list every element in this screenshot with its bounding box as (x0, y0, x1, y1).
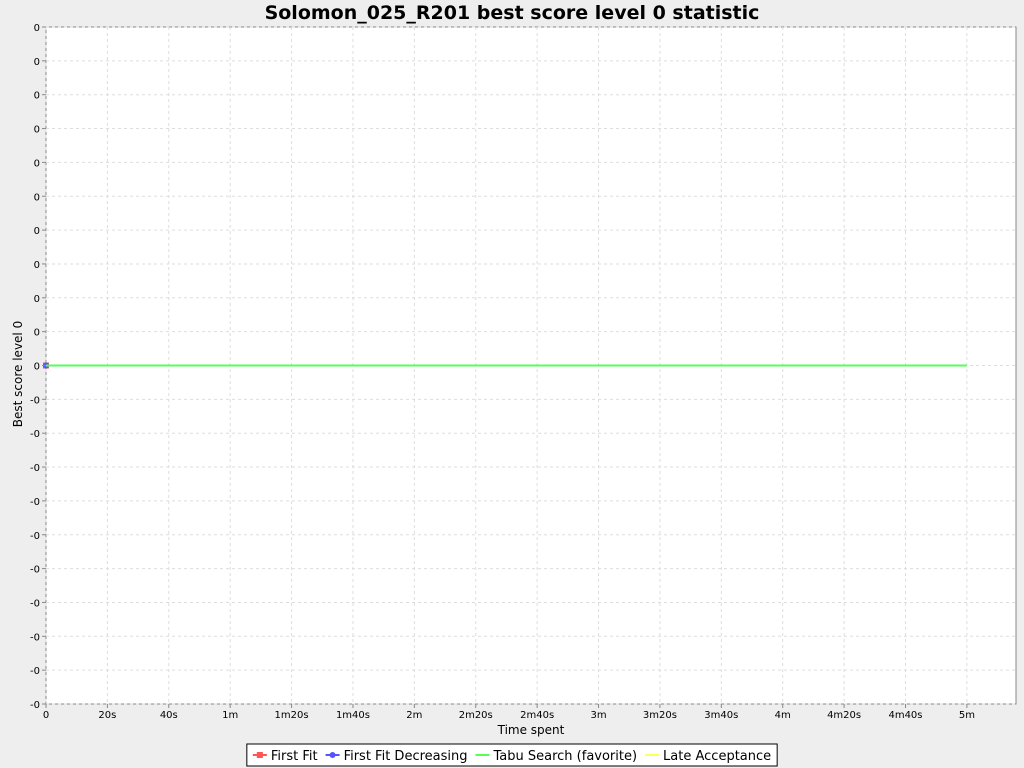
y-tick-label: -0 (30, 429, 40, 440)
legend-item-late-acceptance: Late Acceptance (645, 749, 771, 764)
x-axis-label: Time spent (497, 723, 565, 737)
y-tick-label: -0 (30, 632, 40, 643)
legend-marker (329, 752, 336, 758)
y-tick-label: -0 (30, 531, 40, 542)
y-tick-label: 0 (34, 125, 40, 136)
y-tick-label: -0 (30, 395, 40, 406)
y-tick-label: 0 (34, 294, 40, 305)
x-tick-label: 2m (406, 710, 422, 721)
legend-box (246, 743, 778, 767)
x-tick-label: 1m (222, 710, 238, 721)
y-tick-label: -0 (30, 666, 40, 677)
x-tick-label: 1m20s (275, 710, 309, 721)
legend-label: Late Acceptance (663, 749, 771, 764)
x-tick-label: 20s (98, 710, 116, 721)
x-tick-label: 0 (43, 710, 49, 721)
y-tick-label: 0 (34, 192, 40, 203)
chart-title: Solomon_025_R201 best score level 0 stat… (265, 2, 760, 24)
y-tick-label: 0 (34, 328, 40, 339)
y-axis-ticks: 0 0 0 0 0 0 0 0 0 0 0 -0 -0 -0 -0 -0 -0 -0 -0 -0 -0 (30, 23, 46, 711)
y-axis-label: Best score level 0 (11, 321, 25, 427)
x-tick-label: 4m40s (888, 710, 922, 721)
y-tick-label: 0 (34, 260, 40, 271)
y-tick-label: 0 (34, 23, 40, 34)
y-tick-label: -0 (30, 497, 40, 508)
x-tick-label: 4m (775, 710, 791, 721)
legend-item-tabu-search-favorite: Tabu Search (favorite) (475, 749, 637, 764)
x-tick-label: 3m20s (643, 710, 677, 721)
x-tick-label: 40s (160, 710, 178, 721)
x-tick-label: 3m40s (704, 710, 738, 721)
y-tick-label: 0 (34, 91, 40, 102)
legend-label: Tabu Search (favorite) (492, 749, 637, 764)
y-tick-label: -0 (30, 565, 40, 576)
x-tick-label: 2m20s (459, 710, 493, 721)
y-tick-label: 0 (34, 158, 40, 169)
x-tick-label: 1m40s (336, 710, 370, 721)
legend: First Fit First Fit Decreasing Tabu Search… (246, 743, 778, 767)
y-tick-label: -0 (30, 598, 40, 609)
legend-item-first-fit-decreasing: First Fit Decreasing (325, 749, 468, 764)
x-tick-label: 4m20s (827, 710, 861, 721)
x-tick-label: 2m40s (520, 710, 554, 721)
y-tick-label: -0 (30, 463, 40, 474)
y-tick-label: 0 (34, 57, 40, 68)
legend-item-first-fit: First Fit (252, 749, 318, 764)
legend-marker (256, 752, 263, 758)
x-tick-label: 3m (590, 710, 606, 721)
y-tick-label: 0 (34, 362, 40, 373)
legend-label: First Fit Decreasing (344, 749, 468, 764)
y-tick-label: 0 (34, 226, 40, 237)
legend-label: First Fit (271, 749, 318, 764)
y-tick-label: -0 (30, 700, 40, 711)
x-axis-ticks: 0 20s 40s 1m 1m20s 1m40s 2m 2m20s 2m40s 3m 3m20s 3m… (43, 704, 975, 721)
x-tick-label: 5m (959, 710, 975, 721)
